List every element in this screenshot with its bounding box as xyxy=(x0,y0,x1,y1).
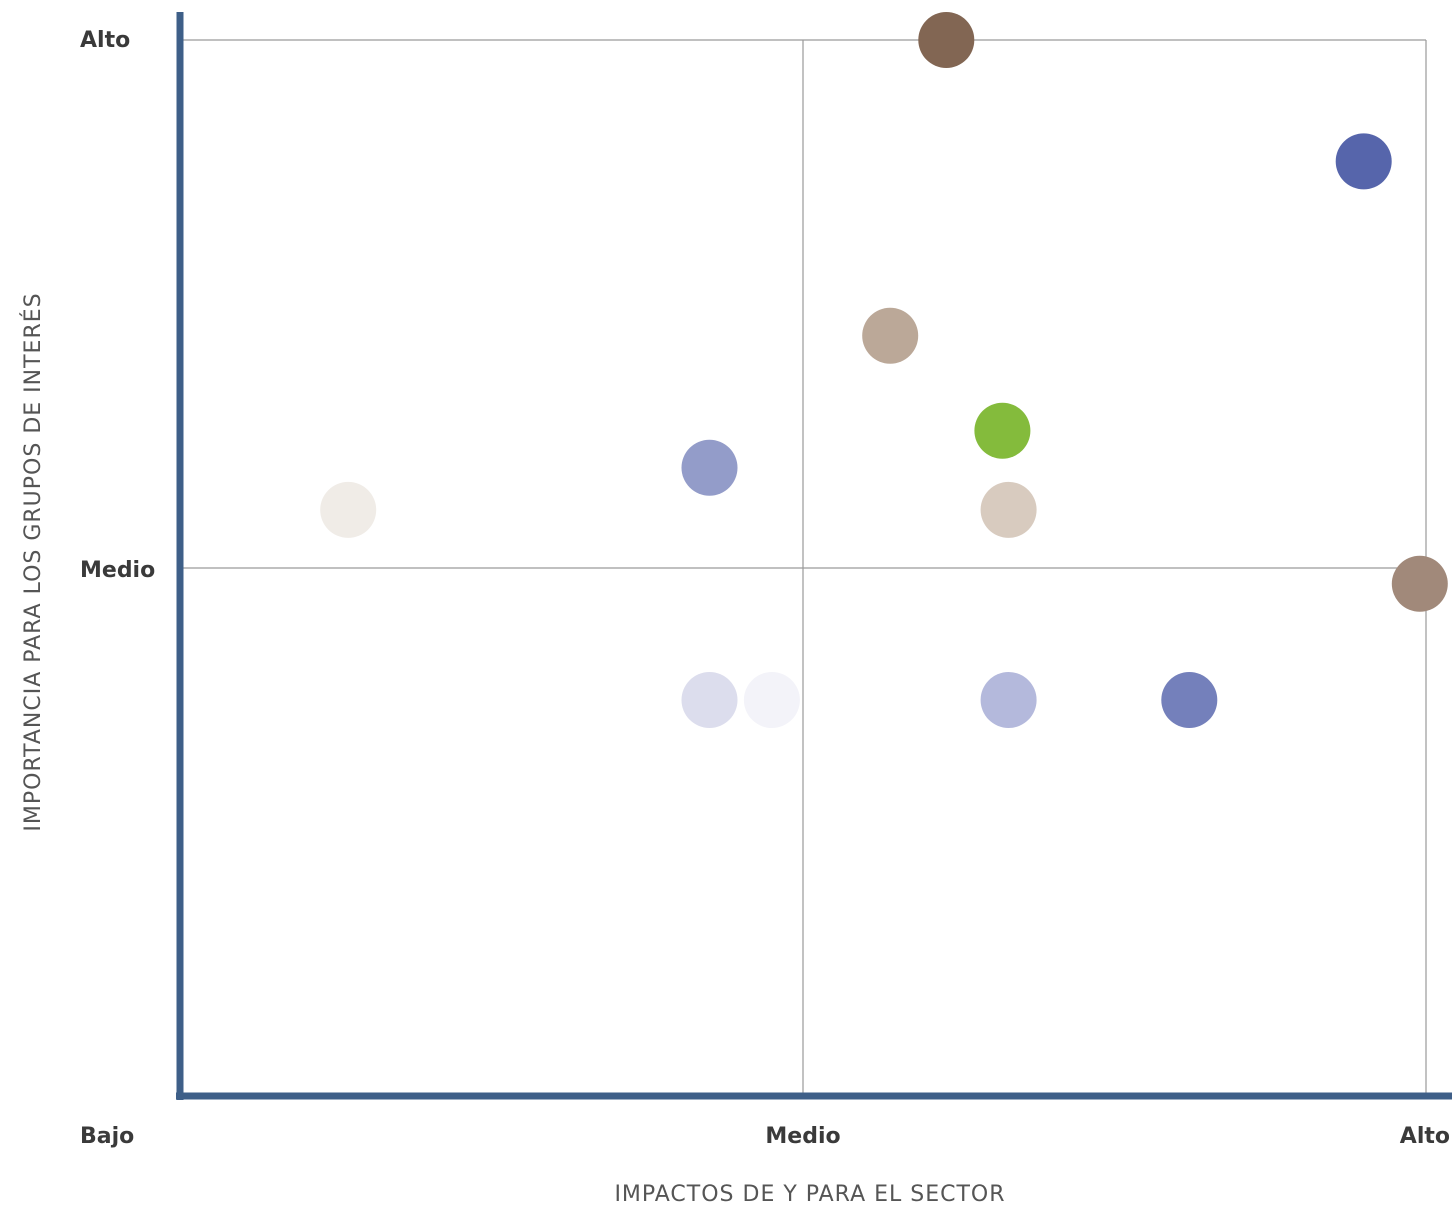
x-tick-labels: Bajo Medio Alto xyxy=(80,1124,1450,1149)
data-point-3 xyxy=(862,307,919,364)
data-points xyxy=(320,12,1448,728)
axes xyxy=(176,12,1452,1100)
data-point-9 xyxy=(681,672,738,728)
data-point-7 xyxy=(980,481,1037,538)
y-axis-title: IMPORTANCIA PARA LOS GRUPOS DE INTERÉS xyxy=(20,292,46,831)
data-point-2 xyxy=(1335,133,1392,190)
x-tick-label-medio: Medio xyxy=(765,1124,840,1149)
y-tick-labels: Alto Medio xyxy=(80,28,155,583)
grid xyxy=(180,39,1427,1096)
y-tick-label-alto: Alto xyxy=(80,28,130,53)
data-point-8 xyxy=(1391,555,1448,612)
x-tick-label-alto: Alto xyxy=(1400,1124,1450,1149)
data-point-10 xyxy=(743,672,800,728)
x-tick-label-bajo: Bajo xyxy=(80,1124,134,1149)
data-point-6 xyxy=(320,481,377,538)
data-point-5 xyxy=(681,439,738,496)
y-tick-label-medio: Medio xyxy=(80,558,155,583)
data-point-1 xyxy=(918,12,975,68)
data-point-12 xyxy=(1161,672,1218,728)
data-point-11 xyxy=(980,672,1037,728)
data-point-4 xyxy=(974,402,1031,459)
x-axis-title: IMPACTOS DE Y PARA EL SECTOR xyxy=(614,1182,1005,1207)
